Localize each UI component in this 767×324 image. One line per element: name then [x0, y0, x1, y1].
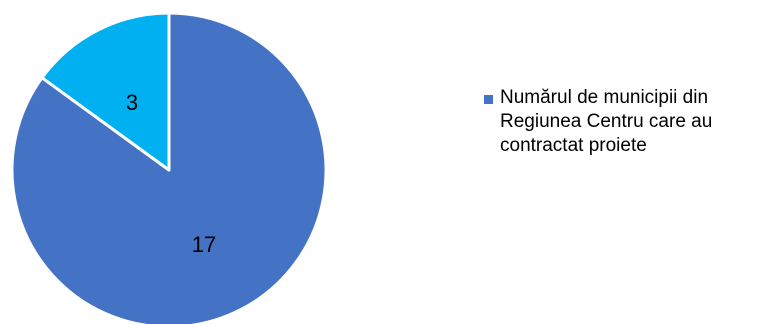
pie-slice-1	[40, 11, 171, 172]
legend-label: Numărul de municipii din Regiunea Centru…	[500, 87, 713, 156]
slice-label-0: 17	[192, 232, 216, 257]
pie-slices	[10, 11, 328, 324]
legend-item: Numărul de municipii din Regiunea Centru…	[484, 86, 764, 158]
legend: Numărul de municipii din Regiunea Centru…	[484, 86, 764, 158]
legend-swatch	[484, 95, 493, 104]
slice-label-1: 3	[126, 90, 138, 115]
pie-data-labels: 17 3	[126, 90, 216, 257]
